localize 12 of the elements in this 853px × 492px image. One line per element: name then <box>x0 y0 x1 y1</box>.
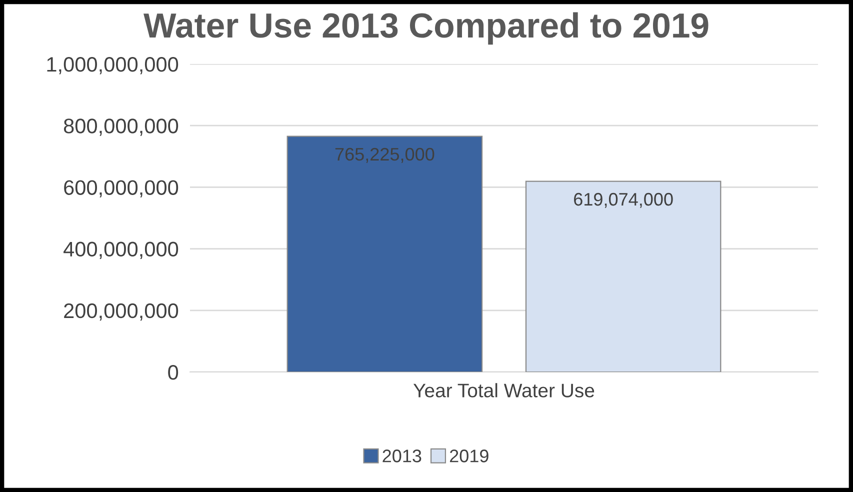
y-tick-label: 400,000,000 <box>64 242 178 260</box>
y-tick-label: 800,000,000 <box>64 118 178 136</box>
data-label: 619,074,000 <box>574 192 673 208</box>
data-label: 765,225,000 <box>335 148 434 163</box>
y-tick-label: 200,000,000 <box>64 303 178 321</box>
legend-label: 2013 <box>382 450 422 462</box>
y-tick-label: 600,000,000 <box>64 180 178 198</box>
chart-title: Water Use 2013 Compared to 2019 <box>144 12 708 45</box>
y-tick-label: 0 <box>168 365 178 380</box>
legend-label: 2019 <box>450 450 488 462</box>
x-tick-label: Year Total Water Use <box>413 383 594 398</box>
y-tick-label: 1,000,000,000 <box>47 57 178 74</box>
